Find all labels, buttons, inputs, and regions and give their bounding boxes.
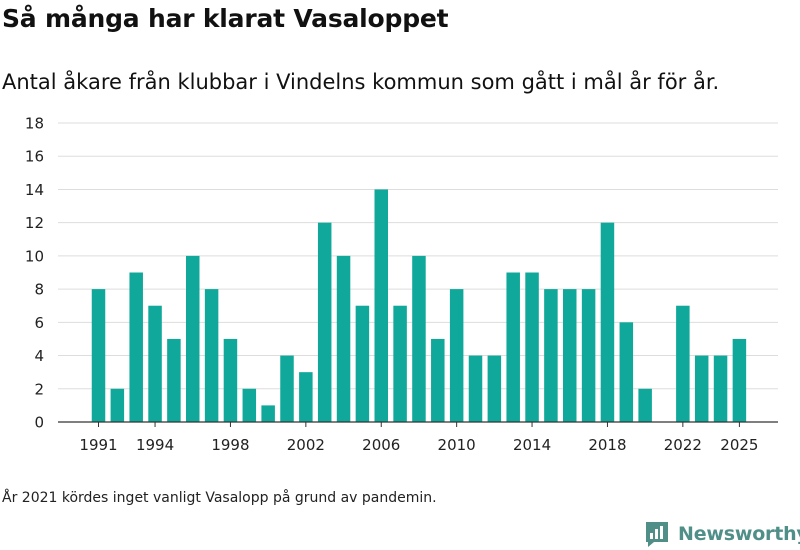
bar-2003 [317,222,332,422]
x-tick-label: 1991 [79,436,117,454]
bar-1995 [167,338,181,422]
bar-2007 [393,305,407,422]
bar-2018 [600,222,615,422]
bar-chart: 0 2 4 6 8 10 12 14 16 18 1991 1994 1998 2002 2006 2010 2… [25,115,778,454]
bar-2012 [487,355,502,422]
bar-2025 [732,338,747,422]
x-tick-label: 1994 [136,436,174,454]
bar-2023 [694,355,709,422]
bar-2022 [676,305,690,422]
y-tick-label: 2 [34,380,44,398]
x-tick-label: 2025 [720,436,758,454]
bar-2024 [713,355,728,422]
bar-2004 [336,255,351,422]
y-tick-label: 6 [34,314,44,332]
y-tick-label: 10 [25,247,44,265]
footnote: År 2021 kördes inget vanligt Vasalopp på… [2,490,437,506]
bar-2009 [431,338,445,422]
bar-2008 [412,255,426,422]
bar-2000 [261,405,275,422]
bar-1998 [223,338,238,422]
bar-2015 [544,289,558,422]
bar-1999 [242,388,257,422]
bar-1994 [148,305,162,422]
x-tick-label: 2002 [287,436,325,454]
y-tick-label: 16 [25,148,44,166]
x-tick-label: 2022 [664,436,702,454]
brand-logo: Newsworthy [644,519,800,549]
x-tick-label: 2006 [362,436,400,454]
bar-1993 [129,272,143,422]
bar-2013 [506,272,520,422]
y-tick-label: 18 [25,115,44,133]
bar-1991 [91,289,106,422]
bar-2001 [280,355,294,422]
bar-1992 [110,388,125,422]
bar-2016 [563,289,577,422]
bar-2006 [374,189,388,422]
chart-subtitle: Antal åkare från klubbar i Vindelns komm… [2,70,720,94]
bar-1996 [186,255,200,422]
bar-2020 [638,388,652,422]
newsworthy-logo-icon [646,522,668,547]
x-tick-label: 2018 [588,436,626,454]
y-tick-label: 14 [25,181,44,199]
bar-2011 [468,355,483,422]
bar-2019 [619,322,634,422]
bar-2017 [581,289,596,422]
y-tick-label: 12 [25,214,44,232]
x-tick-label: 2014 [513,436,551,454]
bar-2014 [525,272,539,422]
bar-2010 [449,289,464,422]
bar-2005 [355,305,370,422]
brand-name: Newsworthy [678,523,800,545]
y-tick-label: 0 [34,414,44,432]
y-tick-label: 4 [34,347,44,365]
x-tick-label: 2010 [438,436,476,454]
bar-1997 [204,289,219,422]
bar-2002 [299,372,313,422]
x-tick-label: 1998 [211,436,249,454]
chart-title: Så många har klarat Vasaloppet [2,4,449,33]
y-tick-label: 8 [34,281,44,299]
